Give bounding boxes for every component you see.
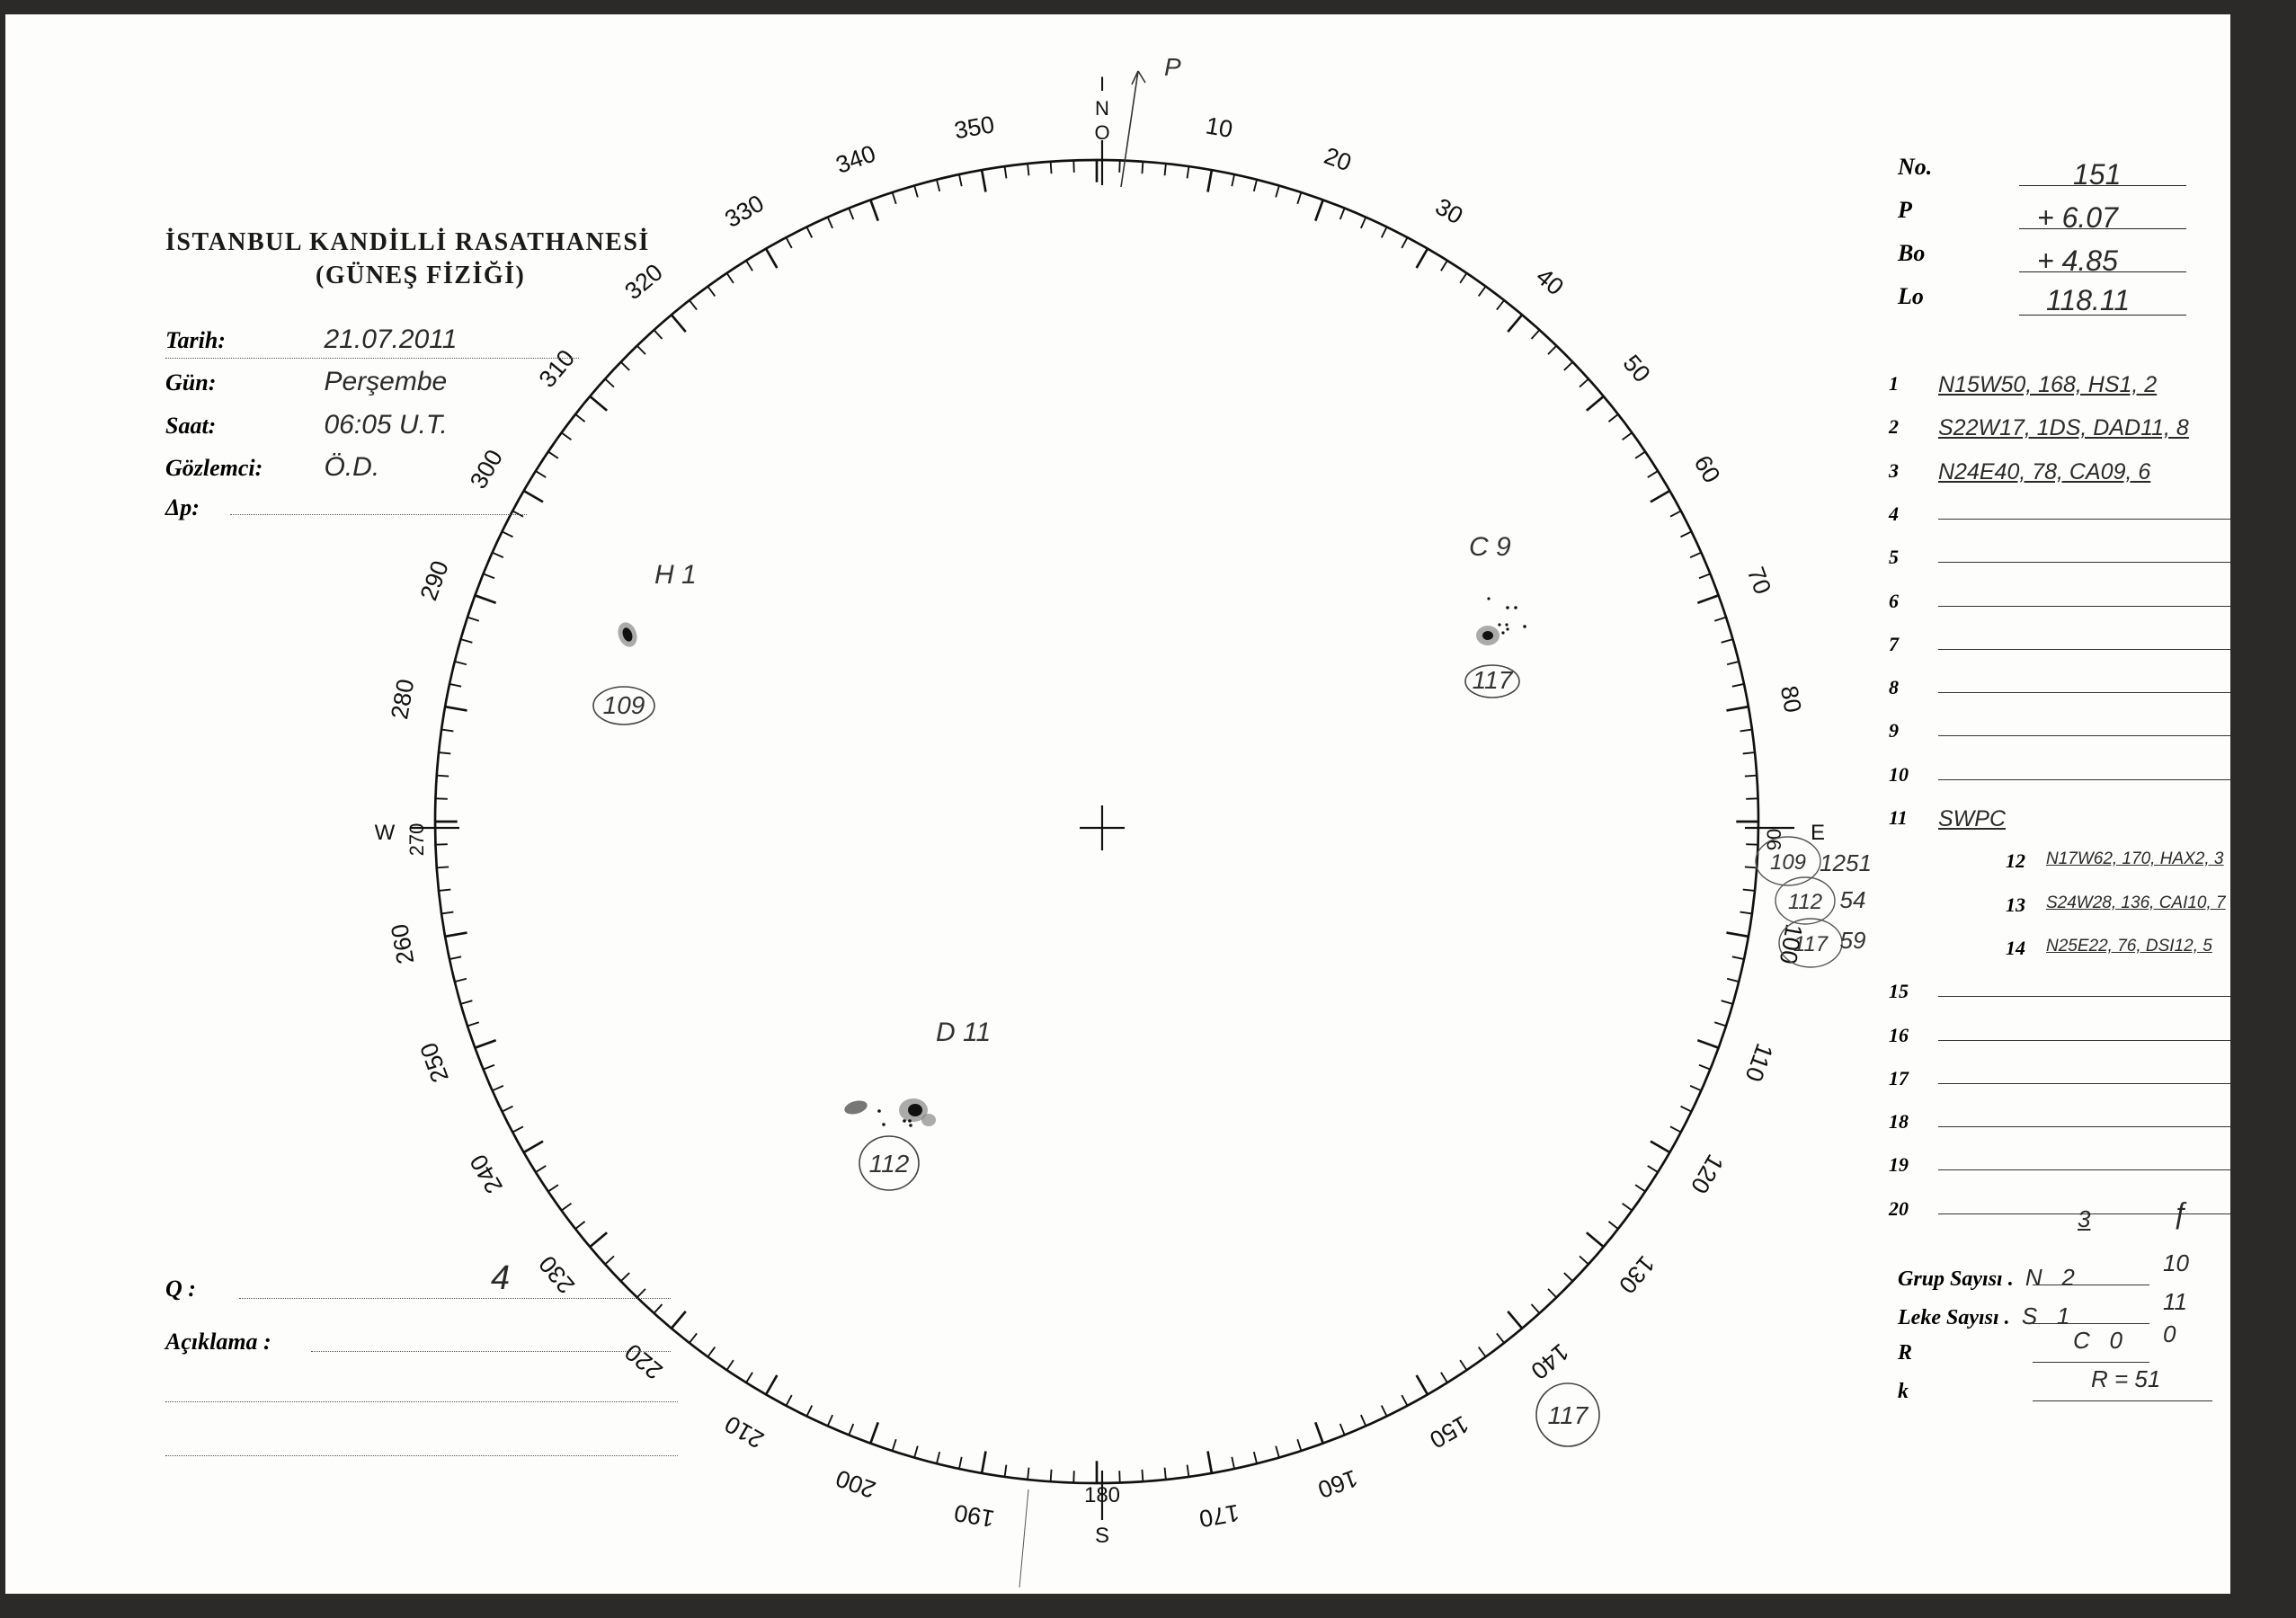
svg-text:20: 20 xyxy=(1321,142,1355,176)
svg-text:80: 80 xyxy=(1775,684,1807,716)
svg-text:1251: 1251 xyxy=(1820,849,1872,876)
svg-text:340: 340 xyxy=(832,139,879,178)
svg-text:10: 10 xyxy=(1204,111,1235,143)
svg-text:N: N xyxy=(1095,97,1109,120)
svg-text:40: 40 xyxy=(1531,262,1569,300)
svg-text:P: P xyxy=(1164,53,1181,81)
svg-text:120: 120 xyxy=(1686,1150,1729,1198)
svg-text:E: E xyxy=(1811,821,1825,845)
svg-text:50: 50 xyxy=(1618,350,1656,387)
svg-text:230: 230 xyxy=(534,1250,581,1298)
svg-text:260: 260 xyxy=(386,922,419,966)
svg-text:310: 310 xyxy=(534,344,581,392)
svg-text:190: 190 xyxy=(952,1499,996,1533)
svg-text:350: 350 xyxy=(952,111,996,144)
svg-text:240: 240 xyxy=(465,1150,508,1198)
svg-text:160: 160 xyxy=(1314,1464,1361,1503)
svg-text:117: 117 xyxy=(1473,666,1514,694)
svg-text:170: 170 xyxy=(1197,1499,1241,1533)
svg-text:I: I xyxy=(1099,73,1105,95)
svg-text:H 1: H 1 xyxy=(654,560,697,590)
svg-text:60: 60 xyxy=(1689,451,1726,488)
svg-text:112: 112 xyxy=(1788,890,1822,914)
svg-text:30: 30 xyxy=(1431,193,1468,230)
svg-text:109: 109 xyxy=(603,691,645,719)
svg-text:S: S xyxy=(1095,1524,1109,1548)
svg-text:330: 330 xyxy=(720,190,769,233)
svg-text:54: 54 xyxy=(1840,886,1866,913)
svg-text:117: 117 xyxy=(1548,1401,1589,1429)
svg-text:200: 200 xyxy=(832,1464,879,1503)
svg-text:112: 112 xyxy=(869,1150,910,1178)
svg-text:C 9: C 9 xyxy=(1469,532,1511,562)
svg-text:70: 70 xyxy=(1742,564,1776,598)
svg-text:280: 280 xyxy=(386,677,419,721)
svg-text:110: 110 xyxy=(1740,1040,1778,1085)
svg-text:220: 220 xyxy=(619,1338,667,1385)
svg-text:109: 109 xyxy=(1770,850,1806,875)
svg-text:180: 180 xyxy=(1084,1483,1120,1507)
svg-text:D 11: D 11 xyxy=(936,1018,991,1047)
svg-text:300: 300 xyxy=(465,445,508,493)
svg-text:59: 59 xyxy=(1840,927,1866,954)
svg-text:130: 130 xyxy=(1614,1250,1660,1298)
svg-text:210: 210 xyxy=(720,1410,769,1454)
svg-text:290: 290 xyxy=(414,557,453,604)
svg-text:O: O xyxy=(1094,121,1109,144)
svg-text:320: 320 xyxy=(619,259,667,306)
svg-text:140: 140 xyxy=(1526,1338,1573,1385)
svg-text:W: W xyxy=(375,821,396,845)
svg-text:150: 150 xyxy=(1425,1410,1473,1454)
svg-text:117: 117 xyxy=(1793,932,1829,956)
svg-text:250: 250 xyxy=(414,1039,453,1086)
svg-text:270: 270 xyxy=(405,823,428,857)
